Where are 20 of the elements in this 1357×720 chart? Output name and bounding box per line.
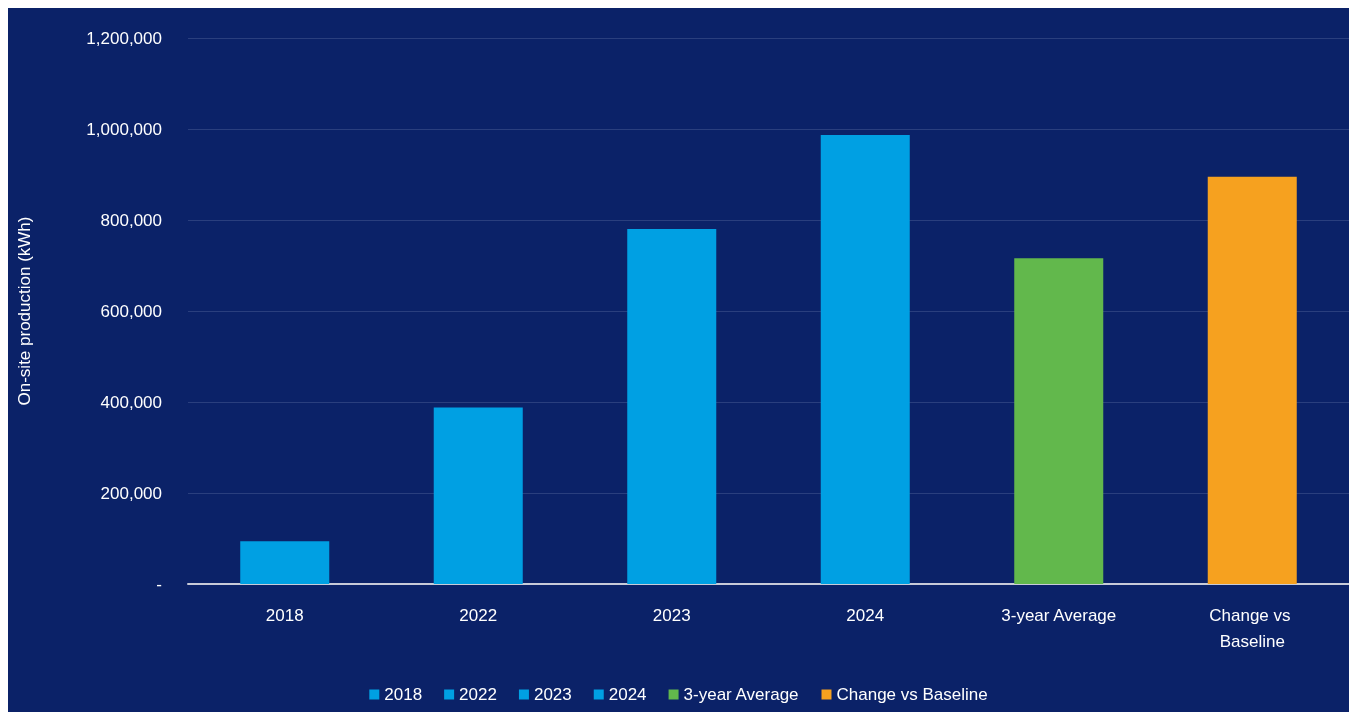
y-tick-label: - bbox=[156, 574, 162, 594]
x-tick-label: 2024 bbox=[846, 605, 885, 625]
y-tick-label: 400,000 bbox=[100, 392, 162, 412]
legend-label: Change vs Baseline bbox=[836, 685, 988, 704]
y-tick-label: 200,000 bbox=[100, 483, 162, 503]
y-tick-label: 600,000 bbox=[100, 301, 162, 321]
x-tick-label: 2022 bbox=[459, 605, 498, 625]
legend-label: 3-year Average bbox=[683, 685, 799, 704]
x-tick-label: Change vs Baseline bbox=[1209, 605, 1296, 651]
x-tick-label: 2018 bbox=[265, 605, 304, 625]
legend-label: 2018 bbox=[384, 685, 423, 704]
x-tick-label: 3-year Average bbox=[1001, 605, 1117, 625]
y-axis-title: On-site production (kWh) bbox=[15, 216, 34, 406]
x-tick-label: 2023 bbox=[652, 605, 691, 625]
y-tick-label: 1,000,000 bbox=[86, 119, 162, 139]
y-tick-label: 1,200,000 bbox=[86, 28, 162, 48]
legend-label: 2023 bbox=[533, 685, 572, 704]
legend-label: 2024 bbox=[608, 685, 647, 704]
y-tick-label: 800,000 bbox=[100, 210, 162, 230]
legend-label: 2022 bbox=[459, 685, 497, 704]
